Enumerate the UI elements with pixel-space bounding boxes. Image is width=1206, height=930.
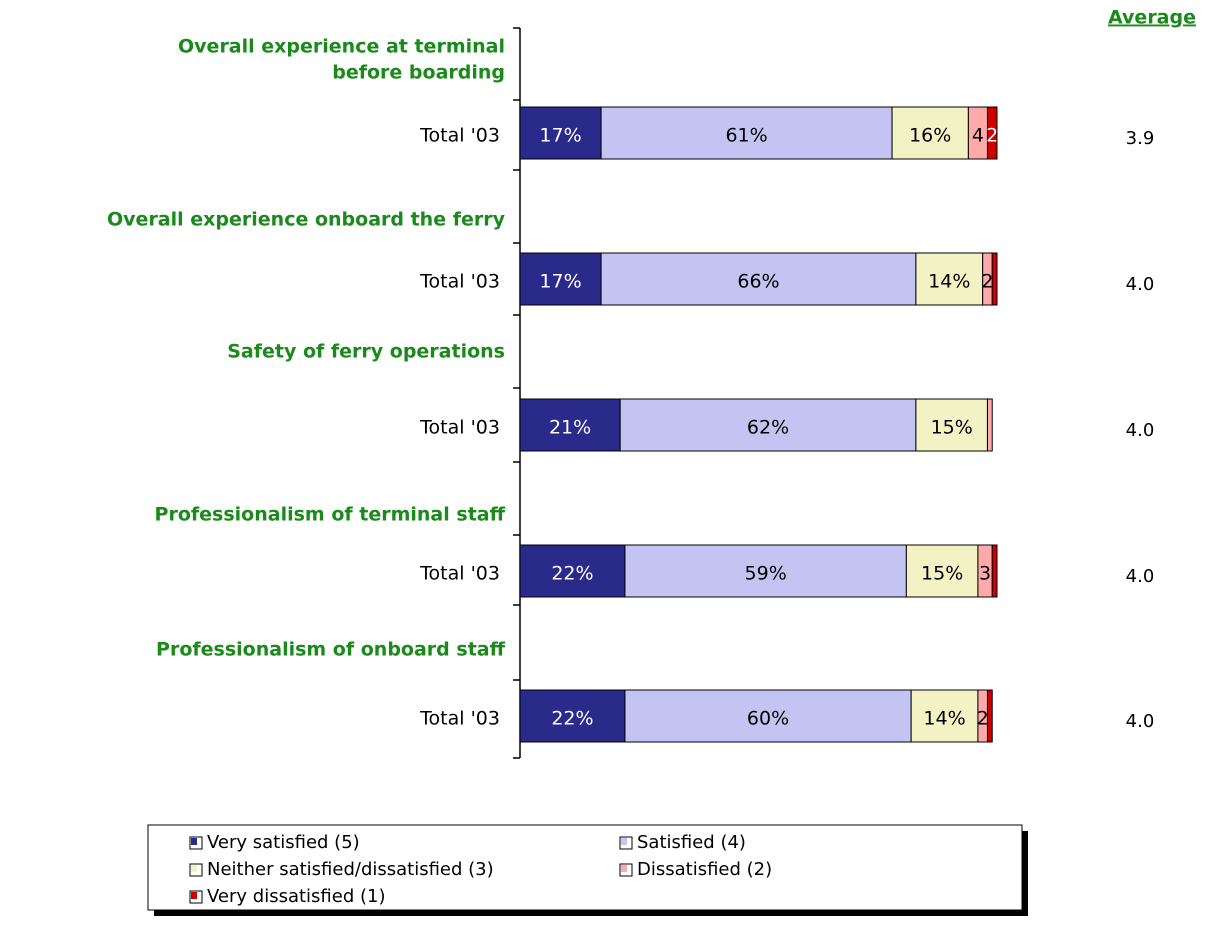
average-value: 4.0: [1126, 711, 1155, 732]
value-label: 2: [977, 708, 989, 730]
value-label: 16%: [909, 125, 951, 147]
value-label: 21%: [549, 417, 591, 439]
value-label: 17%: [539, 271, 581, 293]
value-label: 22%: [551, 708, 593, 730]
category-label: Total '03: [419, 417, 500, 439]
legend-label: Satisfied (4): [637, 832, 746, 853]
legend-label: Very satisfied (5): [207, 832, 360, 853]
group-heading: Overall experience onboard the ferry: [107, 209, 506, 231]
bar-segment: [991, 544, 998, 598]
category-label: Total '03: [419, 563, 500, 585]
legend-label: Dissatisfied (2): [637, 859, 772, 880]
legend-swatch-fill: [621, 865, 627, 872]
average-value: 3.9: [1126, 128, 1155, 149]
value-label: 14%: [928, 271, 970, 293]
bar-segment: [991, 252, 998, 306]
value-label: 2: [981, 271, 993, 293]
bar-segment: [519, 398, 621, 452]
bar-segment: [600, 106, 893, 160]
legend-swatch-fill: [191, 838, 197, 845]
value-label: 22%: [551, 563, 593, 585]
value-label: 15%: [921, 563, 963, 585]
legend: [147, 824, 1023, 911]
value-label: 62%: [747, 417, 789, 439]
bar-segment: [986, 689, 993, 743]
value-label: 60%: [747, 708, 789, 730]
average-value: 4.0: [1126, 566, 1155, 587]
legend-label: Very dissatisfied (1): [207, 886, 385, 907]
bar-segment: [986, 398, 993, 452]
category-label: Total '03: [419, 271, 500, 293]
bar-segment: [624, 689, 912, 743]
value-label: 4: [972, 125, 984, 147]
value-label: 3: [979, 563, 991, 585]
group-heading: before boarding: [332, 62, 505, 84]
value-label: 17%: [539, 125, 581, 147]
category-label: Total '03: [419, 708, 500, 730]
group-heading: Overall experience at terminal: [178, 36, 505, 58]
legend-swatch-fill: [191, 892, 197, 899]
legend-swatch-fill: [191, 865, 197, 872]
bar-segment: [915, 398, 988, 452]
average-value: 4.0: [1126, 420, 1155, 441]
value-label: 59%: [745, 563, 787, 585]
bar-segment: [619, 398, 917, 452]
bar-segment: [986, 106, 998, 160]
bar-segment: [915, 252, 984, 306]
category-label: Total '03: [419, 125, 500, 147]
bar-segment: [891, 106, 969, 160]
bar-segment: [624, 544, 907, 598]
bar-segment: [910, 689, 979, 743]
average-value: 4.0: [1126, 274, 1155, 295]
value-label: 61%: [725, 125, 767, 147]
group-heading: Safety of ferry operations: [227, 341, 505, 363]
legend-swatch-fill: [621, 838, 627, 845]
group-heading: Professionalism of terminal staff: [155, 504, 506, 526]
value-label: 15%: [931, 417, 973, 439]
value-label: 66%: [737, 271, 779, 293]
group-heading: Professionalism of onboard staff: [156, 639, 506, 661]
value-label: 2: [986, 125, 998, 147]
legend-label: Neither satisfied/dissatisfied (3): [207, 859, 494, 880]
average-title: Average: [1108, 7, 1196, 29]
bar-segment: [519, 252, 602, 306]
value-label: 14%: [923, 708, 965, 730]
